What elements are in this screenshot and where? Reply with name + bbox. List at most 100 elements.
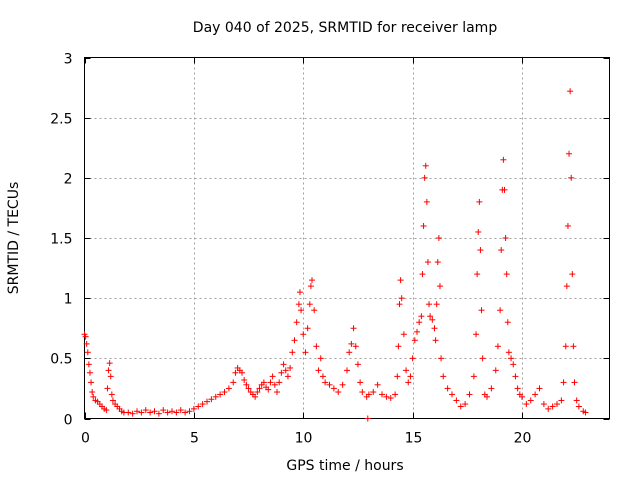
data-point [431, 325, 438, 332]
data-point [449, 391, 455, 398]
data-point [440, 373, 447, 380]
data-point [169, 408, 175, 415]
data-point [523, 401, 530, 408]
data-point [287, 364, 294, 371]
data-point [536, 385, 543, 392]
y-axis-label: SRMTID / TECUs [6, 182, 22, 295]
x-tick-label: 10 [295, 431, 313, 447]
data-point [359, 389, 366, 396]
data-point [414, 328, 420, 335]
data-point [271, 381, 278, 388]
axis-ticks [84, 57, 610, 420]
data-point [497, 307, 504, 314]
y-tick-labels: 0 0.5 1 1.5 2 2.5 3 [50, 52, 72, 429]
data-point [462, 401, 469, 408]
data-point [155, 410, 162, 417]
data-point [291, 337, 298, 344]
data-point [309, 277, 315, 284]
data-point [411, 337, 418, 344]
data-point [558, 397, 565, 404]
data-point [394, 373, 401, 380]
data-point [304, 325, 311, 332]
data-point [504, 319, 511, 326]
x-tick-label: 20 [514, 431, 532, 447]
data-point [405, 379, 412, 386]
data-point [560, 379, 567, 386]
data-point [85, 361, 92, 368]
data-point [566, 150, 573, 157]
data-point [357, 379, 364, 386]
data-point [476, 198, 483, 205]
data-point [86, 369, 93, 376]
data-point [104, 385, 111, 392]
data-point [225, 385, 232, 392]
data-point [488, 385, 495, 392]
data-point [147, 409, 154, 416]
data-point [438, 355, 445, 362]
data-point [173, 409, 180, 416]
data-point [453, 397, 460, 404]
data-point [284, 373, 291, 380]
data-point [420, 222, 427, 229]
data-points [81, 88, 589, 422]
data-point [106, 360, 113, 367]
data-point [395, 343, 402, 350]
data-point [134, 408, 140, 415]
data-point [90, 393, 97, 400]
data-point [88, 379, 95, 386]
data-point [265, 386, 272, 393]
data-point [348, 340, 355, 347]
data-point [432, 337, 439, 344]
data-point [484, 393, 490, 400]
y-tick-label: 0 [64, 413, 73, 429]
data-point [352, 343, 359, 350]
data-point [339, 381, 346, 388]
data-point [475, 228, 482, 235]
data-point [564, 222, 571, 229]
data-point [245, 385, 252, 392]
data-point [182, 409, 189, 416]
data-point [190, 405, 197, 412]
data-point [364, 415, 371, 422]
data-point [267, 379, 274, 386]
data-point [569, 271, 576, 278]
data-point [510, 361, 517, 368]
data-point [508, 355, 515, 362]
data-point [540, 401, 547, 408]
data-point [477, 247, 484, 254]
data-point [260, 379, 267, 386]
data-point [84, 349, 91, 356]
data-point [470, 373, 477, 380]
grid [84, 57, 610, 419]
data-point [221, 389, 228, 396]
data-point [422, 162, 429, 169]
data-point [300, 331, 307, 338]
data-point [424, 259, 431, 266]
data-point [232, 369, 239, 376]
data-point [400, 331, 407, 338]
data-point [239, 369, 245, 376]
data-point [494, 343, 501, 350]
data-point [429, 316, 436, 323]
data-point [397, 277, 404, 284]
data-point [208, 396, 215, 403]
x-axis-label: GPS time / hours [286, 458, 403, 474]
data-point [109, 397, 116, 404]
y-tick-label: 1.5 [50, 232, 72, 248]
data-point [254, 389, 261, 396]
data-point [503, 271, 510, 278]
data-point [83, 340, 90, 347]
y-tick-label: 1 [64, 292, 73, 308]
data-point [457, 403, 464, 410]
data-point [346, 349, 353, 356]
data-point [444, 385, 451, 392]
data-point [502, 235, 509, 241]
data-point [103, 407, 110, 414]
data-point [160, 407, 167, 414]
data-point [427, 313, 434, 320]
data-point [505, 349, 512, 356]
data-point [571, 379, 578, 386]
data-point [519, 393, 525, 400]
data-point [177, 407, 184, 414]
